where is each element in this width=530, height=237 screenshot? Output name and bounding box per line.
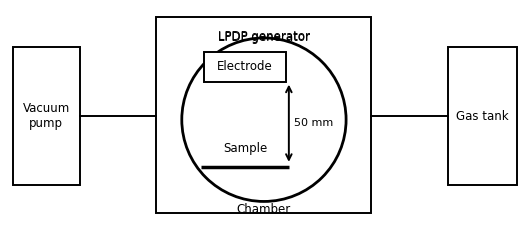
Bar — [204, 52, 286, 82]
Text: LPDP generator: LPDP generator — [218, 31, 310, 44]
Text: Vacuum
pump: Vacuum pump — [23, 102, 70, 130]
Text: 50 mm: 50 mm — [294, 118, 333, 128]
Text: Chamber: Chamber — [237, 203, 291, 216]
Bar — [448, 47, 517, 185]
Text: Electrode: Electrode — [217, 60, 273, 73]
Bar — [156, 17, 371, 213]
Bar — [13, 47, 80, 185]
Text: LPDP generator: LPDP generator — [218, 30, 310, 43]
Text: Gas tank: Gas tank — [456, 110, 509, 123]
Text: Sample: Sample — [223, 142, 268, 155]
Ellipse shape — [182, 38, 346, 201]
